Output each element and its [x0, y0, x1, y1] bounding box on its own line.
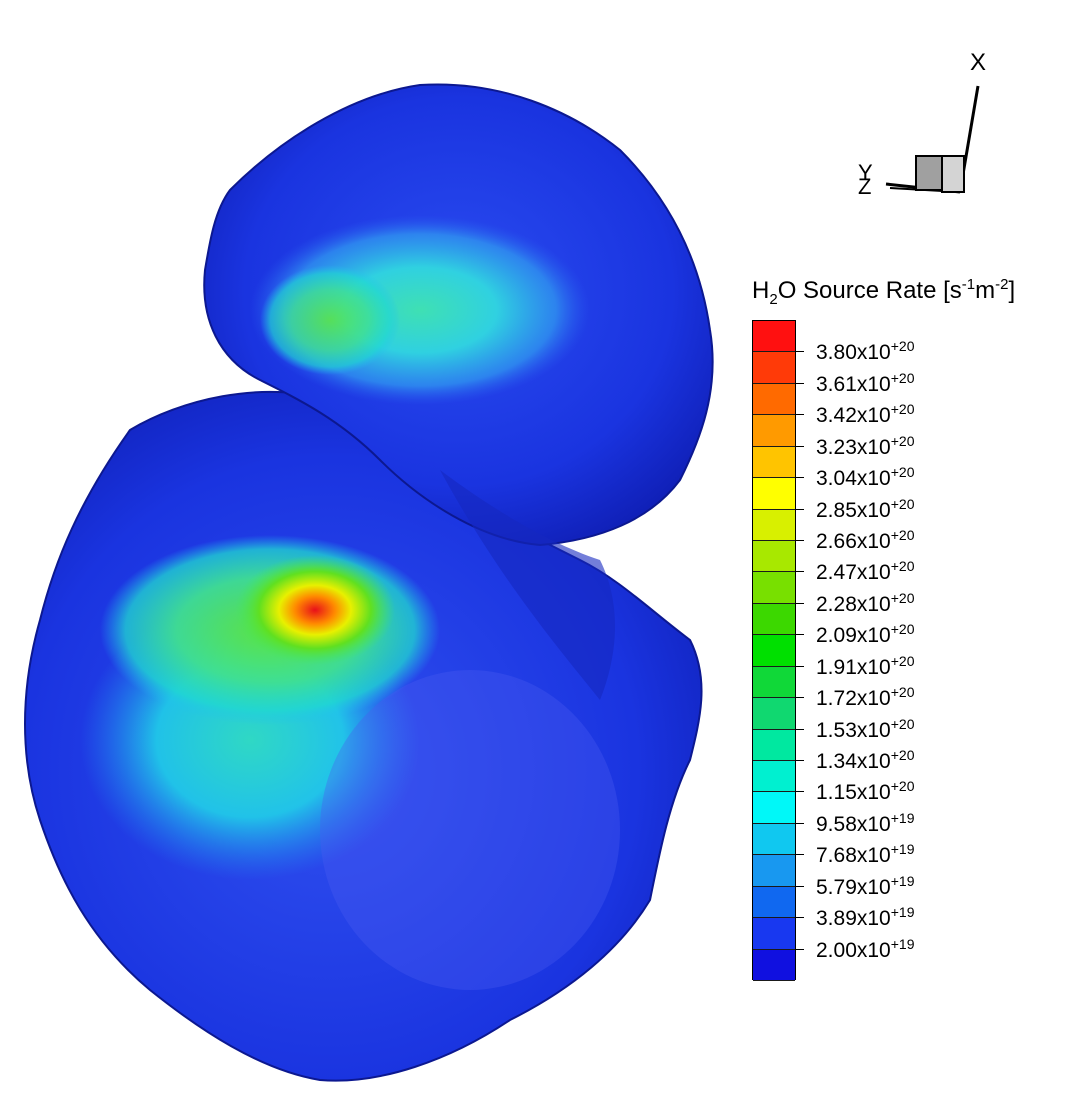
colorbar-swatch [753, 446, 795, 479]
colorbar-tick-label: 3.42x10+20 [816, 401, 915, 428]
colorbar-tick-label: 1.91x10+20 [816, 652, 915, 679]
colorbar-tick-label: 2.85x10+20 [816, 495, 915, 522]
colorbar-swatch [753, 509, 795, 541]
body-highlight [320, 670, 620, 990]
neck-shadow [440, 470, 615, 700]
colorbar-swatch [753, 949, 795, 981]
colorbar-swatch [753, 792, 795, 824]
colorbar-tick-label: 1.72x10+20 [816, 684, 915, 711]
legend-title-sub: 2 [769, 290, 778, 308]
colorbar-tick-label: 3.80x10+20 [816, 338, 915, 365]
colorbar-swatch [753, 666, 795, 699]
colorbar-tick-label: 1.34x10+20 [816, 747, 915, 773]
colorbar-tick [796, 854, 804, 856]
colorbar-tick [796, 351, 804, 353]
colorbar-tick-label: 3.23x10+20 [816, 432, 915, 459]
colorbar-swatch [753, 415, 795, 447]
colorbar-swatch [753, 886, 795, 919]
colorbar-swatch [753, 635, 795, 667]
colorbar-tick-label: 1.53x10+20 [816, 715, 915, 742]
colorbar-swatch [753, 541, 795, 573]
colorbar-tick-label: 7.68x10+19 [816, 841, 915, 868]
colorbar-tick-label: 9.58x10+19 [816, 809, 915, 836]
colorbar-swatch [753, 918, 795, 950]
legend-title-mid: O Source Rate [s [777, 277, 962, 304]
colorbar-tick-label: 5.79x10+19 [816, 872, 915, 899]
axes-cube-left [915, 155, 943, 191]
colorbar-tick-label: 2.09x10+20 [816, 621, 915, 648]
axes-triad: X Y Z [858, 49, 986, 199]
colorbar-tick [796, 477, 804, 479]
colorbar-tick [796, 791, 804, 793]
colorbar-swatch [753, 698, 795, 730]
legend-title: H2O Source Rate [s-1m-2] [752, 276, 1015, 308]
colorbar-tick [796, 885, 804, 887]
colorbar-tick-label: 3.89x10+19 [816, 904, 915, 931]
colorbar-tick [796, 602, 804, 604]
legend-title-h: H [752, 277, 770, 304]
colorbar-swatch [753, 478, 795, 510]
y-axis-label: Y [858, 160, 873, 185]
colorbar-tick [796, 760, 804, 761]
colorbar-swatch [753, 729, 795, 761]
colorbar-tick [796, 697, 804, 699]
colorbar-legend: H2O Source Rate [s-1m-2] 3.80x10+20 3.61x… [752, 276, 1072, 996]
head-activity-core [260, 265, 400, 375]
colorbar-tick [796, 665, 804, 667]
colorbar-swatch [753, 572, 795, 604]
colorbar-swatch [753, 321, 795, 353]
z-axis-label: Z [858, 174, 871, 199]
colorbar-tick [796, 382, 804, 384]
colorbar-tick-label: 2.66x10+20 [816, 527, 915, 553]
colorbar-tick [796, 728, 804, 730]
colorbar-tick-label: 3.04x10+20 [816, 464, 915, 491]
colorbar-swatch [753, 823, 795, 856]
colorbar-swatch [753, 603, 795, 636]
x-axis-label: X [970, 49, 986, 76]
colorbar-tick [796, 822, 804, 824]
colorbar-tick [796, 917, 804, 919]
hotspot-region [235, 555, 395, 665]
colorbar-tick-label: 2.00x10+19 [816, 935, 915, 962]
colorbar-swatch [753, 383, 795, 416]
axes-cube-right [941, 155, 965, 193]
legend-title-sup1: -1 [961, 276, 976, 293]
colorbar-tick [796, 508, 804, 510]
colorbar-tick-label: 2.28x10+20 [816, 589, 915, 616]
colorbar-tick-label: 2.47x10+20 [816, 558, 915, 585]
legend-title-end: ] [1008, 277, 1016, 304]
colorbar-swatch [753, 761, 795, 793]
colorbar-tick-label: 3.61x10+20 [816, 369, 915, 396]
colorbar-tick [796, 634, 804, 636]
colorbar-swatch [753, 352, 795, 384]
colorbar-tick [796, 571, 804, 573]
colorbar-swatch [753, 855, 795, 887]
colorbar-tick-label: 1.15x10+20 [816, 778, 915, 805]
colorbar-tick [796, 445, 804, 447]
colorbar [752, 320, 796, 981]
legend-title-m: m [975, 277, 996, 304]
colorbar-tick [796, 414, 804, 416]
colorbar-tick [796, 540, 804, 541]
colorbar-tick [796, 948, 804, 950]
legend-title-sup2: -2 [995, 276, 1009, 293]
